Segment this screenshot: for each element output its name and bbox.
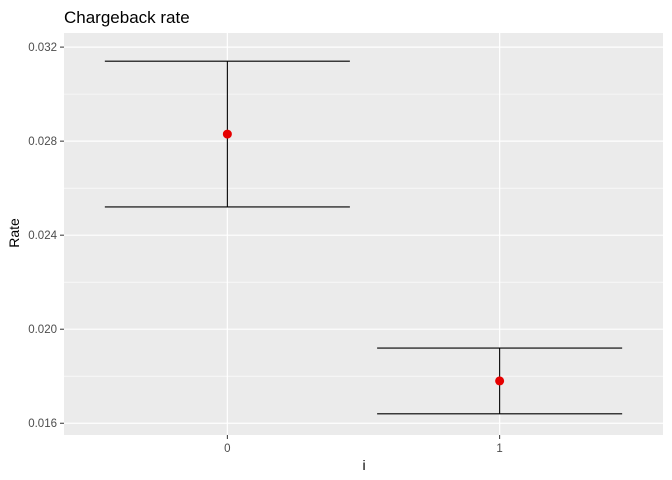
y-tick-label: 0.016: [28, 418, 57, 430]
y-tick-label: 0.028: [28, 136, 57, 148]
y-axis-title: Rate: [6, 218, 22, 248]
minor-gridlines: [64, 93, 663, 377]
y-axis-ticks: 0.016 0.020 0.024 0.028 0.032: [28, 42, 64, 430]
x-tick-label: 1: [496, 443, 502, 455]
major-gridlines: [64, 33, 663, 435]
y-tick-label: 0.024: [28, 230, 57, 242]
data-point: [495, 376, 505, 386]
x-tick-label: 0: [224, 443, 230, 455]
y-tick-label: 0.032: [28, 42, 57, 54]
x-axis-title: i: [362, 457, 365, 473]
data-points: [222, 129, 505, 386]
y-tick-label: 0.020: [28, 324, 57, 336]
data-point: [222, 129, 232, 139]
plot-panel: [64, 33, 663, 435]
chart-title: Chargeback rate: [64, 8, 190, 27]
